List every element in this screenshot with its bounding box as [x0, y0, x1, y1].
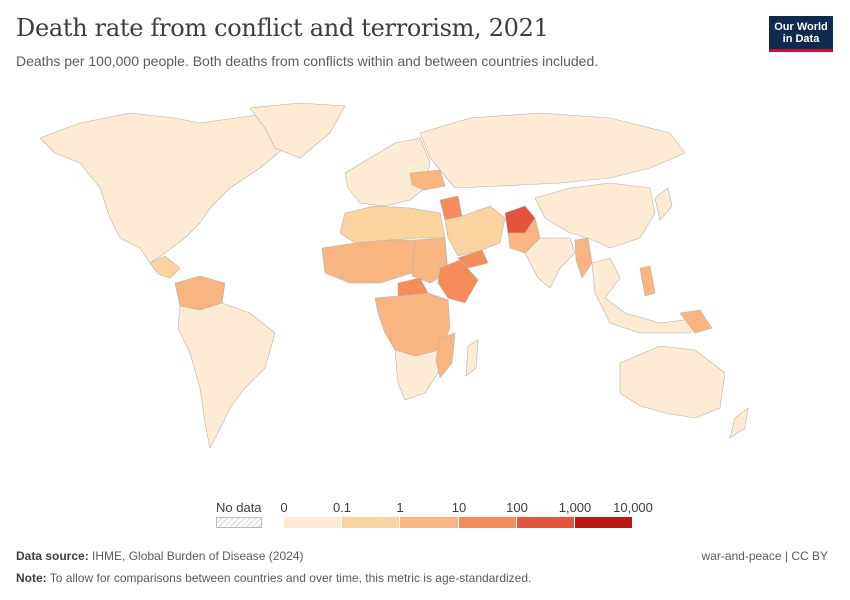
region-madagascar[interactable] [465, 339, 479, 377]
region-north-america[interactable] [39, 109, 321, 264]
region-south-america[interactable] [177, 302, 276, 449]
region-japan[interactable] [654, 187, 673, 221]
legend-bin-2[interactable] [400, 517, 459, 528]
region-philippines[interactable] [639, 265, 656, 297]
region-new-zealand[interactable] [729, 407, 749, 439]
data-source: Data source: IHME, Global Burden of Dise… [16, 549, 303, 563]
chart-subtitle: Deaths per 100,000 people. Both deaths f… [16, 53, 599, 69]
region-syria[interactable] [439, 195, 463, 221]
legend-tick-5: 1,000 [558, 500, 592, 515]
region-south-asia[interactable] [524, 237, 576, 289]
chart-title: Death rate from conflict and terrorism, … [16, 14, 549, 42]
legend-bin-3[interactable] [459, 517, 517, 528]
region-yemen[interactable] [457, 249, 489, 269]
logo-line-1: Our World [774, 21, 828, 33]
region-north-africa[interactable] [339, 205, 446, 244]
logo-line-2: in Data [782, 33, 820, 45]
region-myanmar[interactable] [574, 237, 593, 279]
region-southern-africa[interactable] [394, 349, 441, 401]
region-mozambique[interactable] [435, 332, 456, 379]
legend-tick-2: 1 [396, 500, 404, 515]
region-russia[interactable] [419, 112, 686, 189]
legend-bin-0[interactable] [284, 517, 342, 528]
region-ukraine[interactable] [409, 169, 446, 191]
data-source-label: Data source: [16, 549, 89, 563]
region-sahel[interactable] [321, 239, 416, 284]
legend-tick-3: 10 [451, 500, 467, 515]
legend-tick-6: 10,000 [613, 500, 653, 515]
note-label: Note: [16, 571, 47, 585]
owid-logo[interactable]: Our World in Data [769, 16, 833, 52]
note-text: To allow for comparisons between countri… [49, 571, 532, 585]
legend-bin-4[interactable] [517, 517, 575, 528]
legend-no-data-swatch[interactable] [216, 517, 262, 528]
footer-topic-license[interactable]: war-and-peace | CC BY [701, 549, 828, 563]
region-png[interactable] [679, 309, 713, 334]
region-china[interactable] [534, 182, 656, 249]
legend-bin-1[interactable] [342, 517, 400, 528]
legend-no-data-label: No data [216, 500, 262, 515]
legend-tick-1: 0.1 [332, 500, 352, 515]
legend-tick-0: 0 [280, 500, 288, 515]
legend-tick-4: 100 [506, 500, 528, 515]
region-central-america[interactable] [149, 255, 181, 279]
region-greenland[interactable] [249, 102, 346, 159]
legend-bin-5[interactable] [575, 517, 633, 528]
data-source-text[interactable]: IHME, Global Burden of Disease (2024) [92, 549, 304, 563]
world-map [39, 102, 749, 449]
region-southeast-asia[interactable] [591, 257, 701, 334]
note: Note: To allow for comparisons between c… [16, 571, 531, 585]
region-australia[interactable] [619, 345, 726, 419]
region-middle-east[interactable] [444, 205, 506, 257]
